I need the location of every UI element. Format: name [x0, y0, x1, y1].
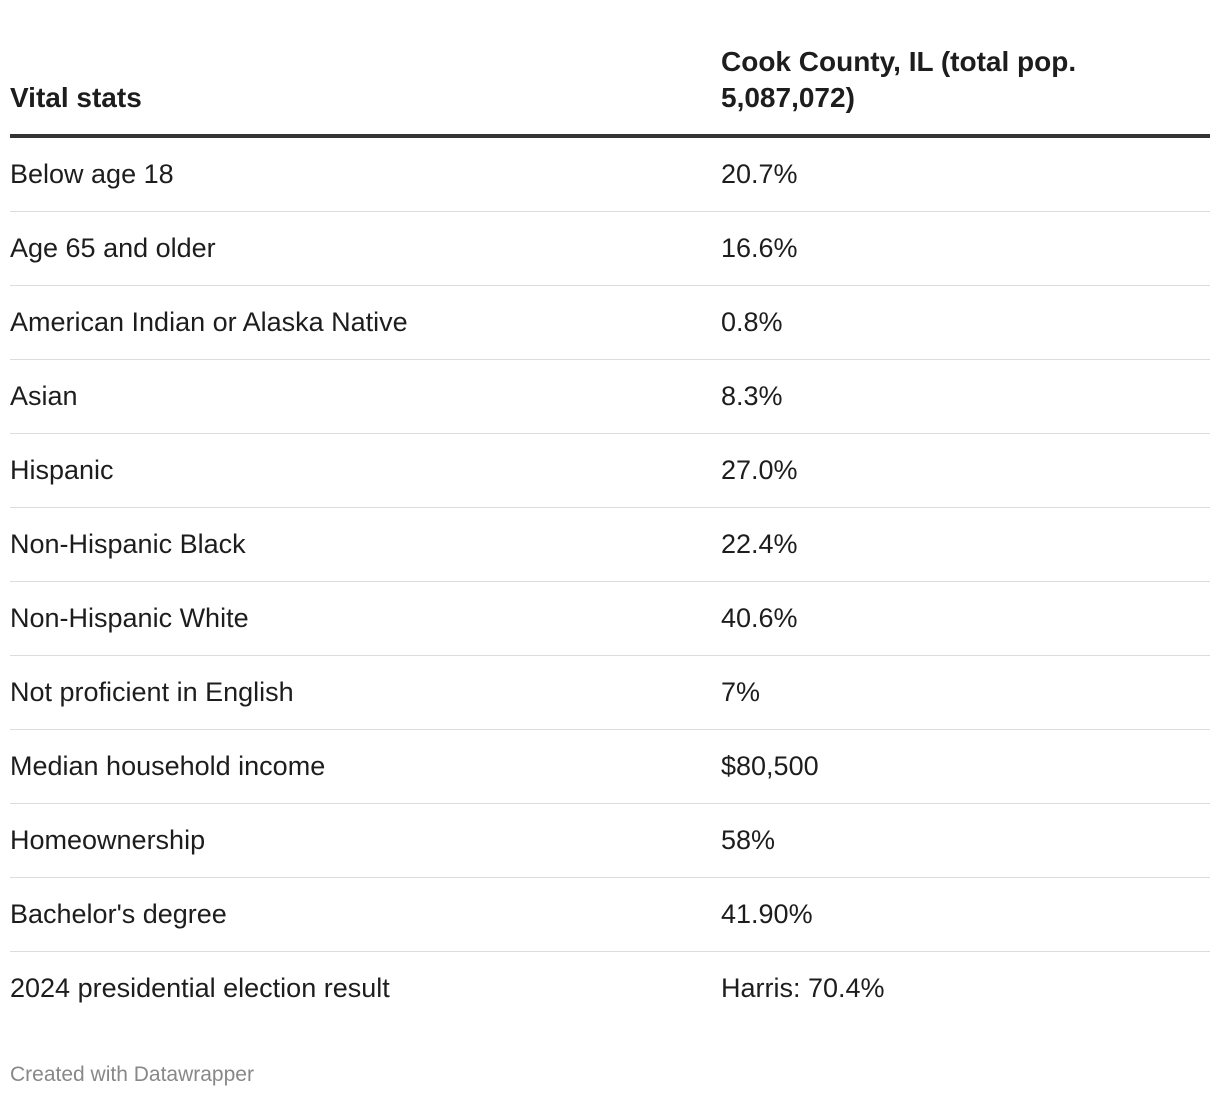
stat-label: Non-Hispanic Black [10, 507, 721, 582]
column-header-county: Cook County, IL (total pop. 5,087,072) [721, 44, 1210, 138]
table-row: Below age 18 20.7% [10, 136, 1210, 212]
table-row: Non-Hispanic White 40.6% [10, 581, 1210, 656]
table-row: Not proficient in English 7% [10, 655, 1210, 730]
table-row: Median household income $80,500 [10, 729, 1210, 804]
stat-value: 41.90% [721, 877, 1210, 952]
stat-label: Asian [10, 359, 721, 434]
stat-value: 7% [721, 655, 1210, 730]
stat-label: Bachelor's degree [10, 877, 721, 952]
datawrapper-credit[interactable]: Created with Datawrapper [10, 1063, 254, 1086]
stat-value: 22.4% [721, 507, 1210, 582]
table-row: Asian 8.3% [10, 359, 1210, 434]
vital-stats-table: Vital stats Cook County, IL (total pop. … [10, 44, 1210, 1025]
stat-value: $80,500 [721, 729, 1210, 804]
stat-value: 20.7% [721, 136, 1210, 212]
vital-stats-table-container: Vital stats Cook County, IL (total pop. … [10, 44, 1210, 1025]
stat-value: Harris: 70.4% [721, 973, 885, 1003]
table-row: Hispanic 27.0% [10, 433, 1210, 508]
table-row: Non-Hispanic Black 22.4% [10, 507, 1210, 582]
stat-label: American Indian or Alaska Native [10, 285, 721, 360]
stat-label: Homeownership [10, 803, 721, 878]
table-row: Bachelor's degree 41.90% [10, 877, 1210, 952]
stat-value: 58% [721, 803, 1210, 878]
column-header-stat: Vital stats [10, 44, 721, 138]
stat-value: 40.6% [721, 581, 1210, 656]
stat-label: Hispanic [10, 433, 721, 508]
stat-label: Below age 18 [10, 136, 721, 212]
stat-value: 0.8% [721, 285, 1210, 360]
stat-label: Not proficient in English [10, 655, 721, 730]
table-row: Homeownership 58% [10, 803, 1210, 878]
table-row: American Indian or Alaska Native 0.8% [10, 285, 1210, 360]
stat-label: Non-Hispanic White [10, 581, 721, 656]
table-row: Age 65 and older 16.6% [10, 211, 1210, 286]
stat-label: Median household income [10, 729, 721, 804]
stat-value: 8.3% [721, 359, 1210, 434]
stat-label: Age 65 and older [10, 211, 721, 286]
header-row: Vital stats Cook County, IL (total pop. … [10, 44, 1210, 138]
stat-label: 2024 presidential election result [10, 973, 390, 1003]
table-row: 2024 presidential election result Harris… [10, 952, 1210, 1026]
stat-value: 27.0% [721, 433, 1210, 508]
table-body: Below age 18 20.7% Age 65 and older 16.6… [10, 136, 1210, 1025]
table-header: Vital stats Cook County, IL (total pop. … [10, 44, 1210, 138]
stat-value: 16.6% [721, 211, 1210, 286]
